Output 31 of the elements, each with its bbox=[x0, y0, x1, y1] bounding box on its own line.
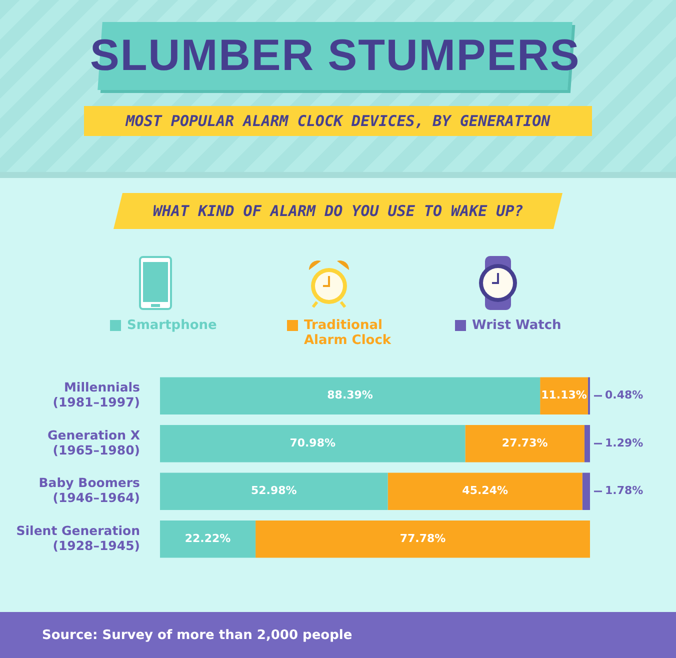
data-label: 27.73% bbox=[502, 436, 548, 450]
text: WHAT KIND OF ALARM DO YOU USE TO WAKE UP? bbox=[152, 202, 524, 220]
data-label: 1.29% bbox=[605, 436, 644, 450]
bar bbox=[465, 425, 584, 462]
y-tick-label: Silent Generation (1928–1945) bbox=[16, 522, 140, 553]
data-label: 70.98% bbox=[290, 436, 336, 450]
data-label: 0.48% bbox=[605, 388, 644, 402]
bar bbox=[582, 472, 590, 510]
y-tick-label: Millennials (1981–1997) bbox=[52, 380, 140, 410]
data-label: 11.13% bbox=[541, 388, 587, 402]
data-label: 77.78% bbox=[400, 532, 446, 545]
bar bbox=[160, 472, 388, 510]
data-label: 22.22% bbox=[184, 532, 231, 545]
bar bbox=[160, 520, 256, 558]
bar bbox=[388, 472, 582, 510]
y-tick-label: Baby Boomers (1946–1964) bbox=[38, 475, 140, 506]
chart-subtitle: MOST POPULAR ALARM CLOCK DEVICES, BY GENERATION bbox=[84, 106, 592, 136]
data-label: 1.78% bbox=[605, 484, 644, 498]
legend-label: Smartphone bbox=[127, 318, 217, 333]
bar bbox=[584, 425, 590, 462]
bar bbox=[160, 425, 466, 462]
data-label: 45.24% bbox=[462, 484, 508, 498]
legend-label: Traditional Alarm Clock bbox=[304, 318, 392, 348]
bar bbox=[160, 377, 540, 414]
data-label: 88.39% bbox=[327, 388, 373, 402]
source-note: Source: Survey of more than 2,000 people bbox=[42, 628, 352, 642]
y-tick-label: Generation X (1965–1980) bbox=[48, 427, 140, 458]
legend-label: Wrist Watch bbox=[472, 318, 562, 333]
data-label: 52.98% bbox=[250, 484, 297, 498]
chart-title: SLUMBER STUMPERS bbox=[90, 31, 580, 81]
bar bbox=[256, 520, 590, 558]
